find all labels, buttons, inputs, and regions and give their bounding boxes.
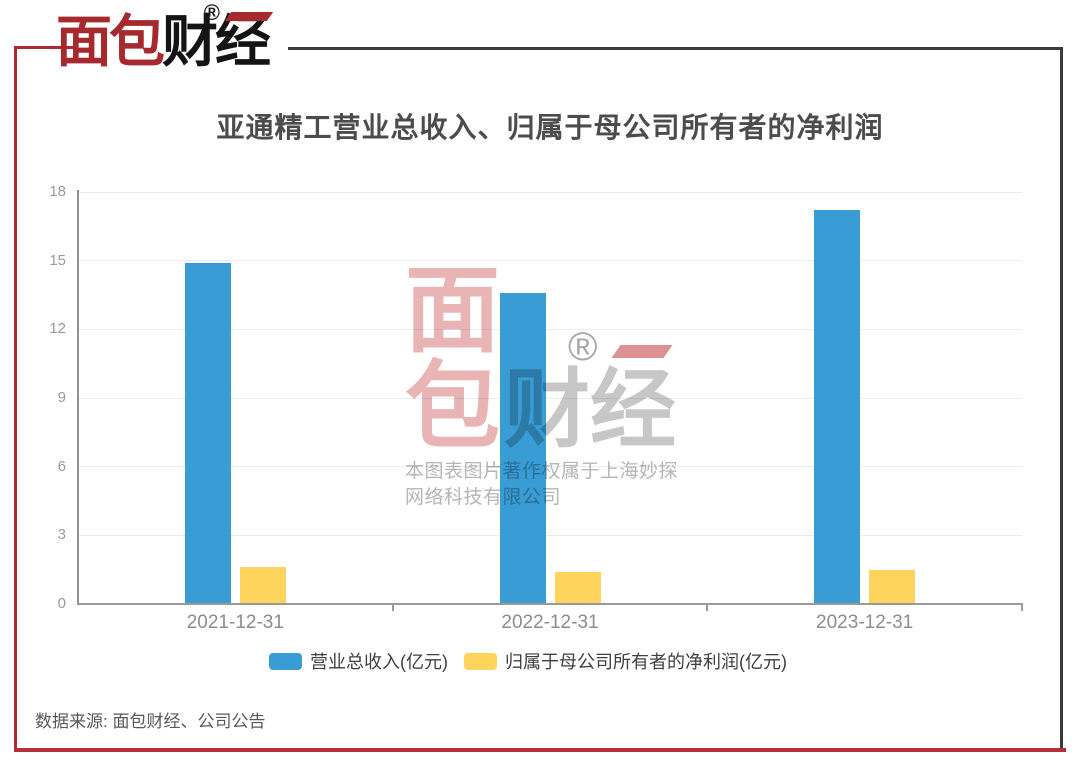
- data-source-note: 数据来源: 面包财经、公司公告: [35, 712, 266, 731]
- gridline-y-18: [78, 191, 1022, 193]
- y-tick-label-12: 12: [49, 320, 66, 338]
- legend-swatch-revenue: [269, 652, 302, 670]
- chart-legend: 营业总收入(亿元) 归属于母公司所有者的净利润(亿元): [0, 648, 1056, 674]
- chart-title: 亚通精工营业总收入、归属于母公司所有者的净利润: [216, 112, 884, 143]
- frame-top-dark-line: [288, 47, 1063, 50]
- legend-item-revenue: 营业总收入(亿元): [269, 648, 448, 674]
- bar-revenue-2021-12-31: [184, 262, 231, 604]
- legend-item-net-profit: 归属于母公司所有者的净利润(亿元): [464, 648, 787, 674]
- bar-net-profit-2023-12-31: [869, 569, 916, 604]
- y-tick-label-6: 6: [57, 457, 66, 475]
- bar-revenue-2022-12-31: [499, 292, 546, 604]
- bar-revenue-2023-12-31: [814, 210, 861, 604]
- x-axis-tick-1: [391, 604, 394, 611]
- y-tick-label-9: 9: [57, 389, 66, 406]
- bar-net-profit-2021-12-31: [239, 567, 286, 604]
- x-axis-tick-2: [706, 604, 709, 611]
- y-tick-label-0: 0: [57, 595, 66, 612]
- legend-label-net-profit: 归属于母公司所有者的净利润(亿元): [505, 652, 787, 672]
- gridline-y-15: [78, 260, 1022, 262]
- legend-label-revenue: 营业总收入(亿元): [310, 652, 448, 672]
- logo-red-text: 面包: [56, 10, 165, 73]
- x-tick-label-2022-12-31: 2022-12-31: [501, 612, 599, 633]
- x-axis-tick-3: [1021, 604, 1023, 611]
- y-tick-label-3: 3: [57, 526, 66, 544]
- frame-bottom-red-line: [14, 748, 1066, 752]
- breadfinance-logo: 面包 财经 ®: [56, 2, 274, 76]
- legend-swatch-net-profit: [464, 652, 497, 670]
- x-axis-line: [77, 603, 1023, 605]
- registered-trademark-icon: ®: [203, 0, 220, 25]
- y-tick-label-15: 15: [49, 251, 66, 269]
- y-tick-label-18: 18: [49, 183, 66, 200]
- x-tick-label-2021-12-31: 2021-12-31: [186, 612, 284, 633]
- y-axis-line: [77, 190, 79, 605]
- gridline-y-9: [78, 397, 1022, 399]
- gridline-y-3: [78, 534, 1022, 536]
- x-tick-label-2023-12-31: 2023-12-31: [816, 612, 914, 633]
- frame-right-dark-line: [1060, 47, 1063, 748]
- bar-net-profit-2022-12-31: [554, 571, 601, 604]
- gridline-y-12: [78, 328, 1022, 330]
- gridline-y-6: [78, 466, 1022, 468]
- frame-left-red-line: [14, 46, 17, 751]
- frame-top-red-stub: [14, 46, 76, 49]
- logo-black-text: 财经: [162, 10, 271, 73]
